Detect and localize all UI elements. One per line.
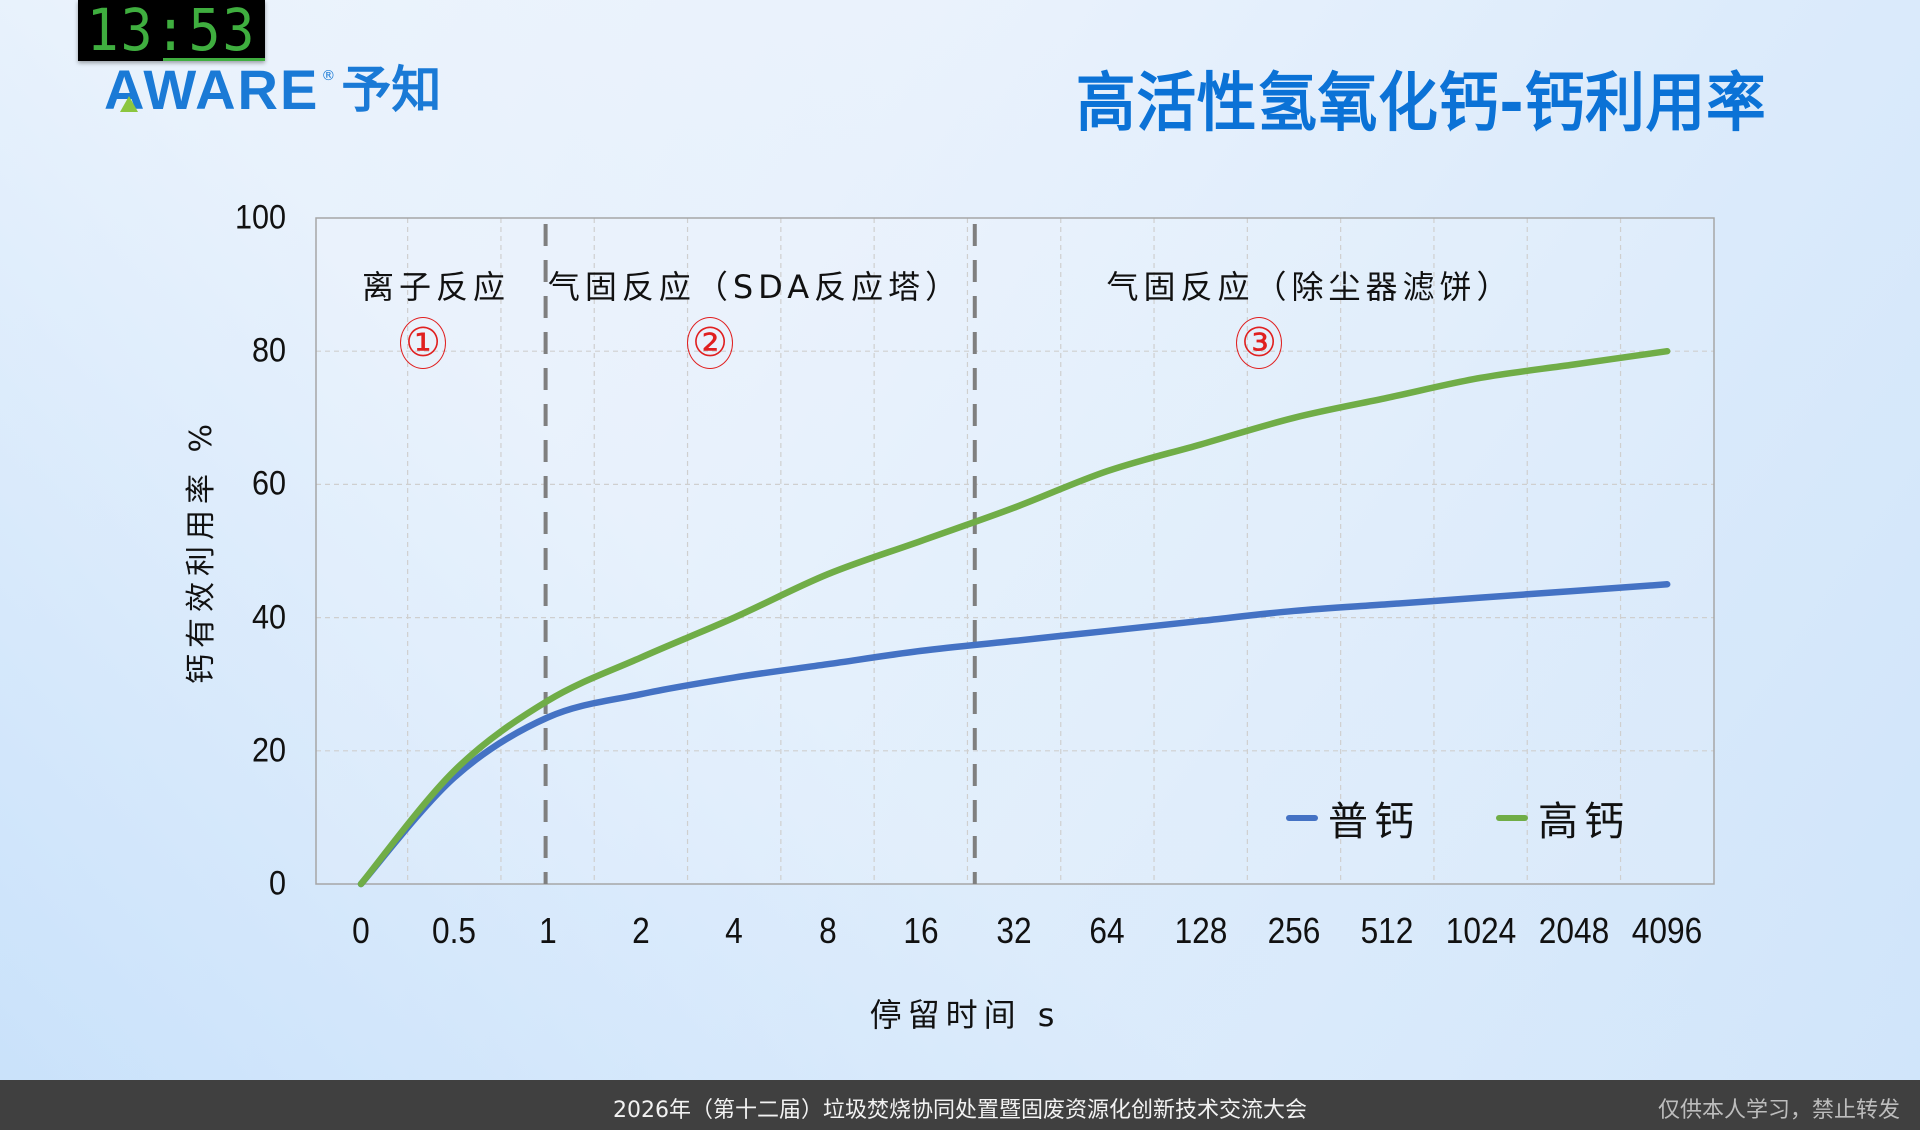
- logo-accent-icon: [120, 96, 138, 112]
- clock-underline: [163, 58, 265, 61]
- plot-border: [315, 217, 1715, 885]
- x-axis-title: 停留时间 s: [869, 996, 1061, 1034]
- y-axis-title: 钙有效利用率 %: [184, 417, 219, 685]
- region-marker-2: ②: [687, 317, 733, 369]
- y-tick-label: 0: [268, 864, 286, 903]
- y-tick-label: 20: [251, 731, 286, 770]
- legend-item-high-calcium: 高钙: [1496, 794, 1630, 845]
- x-tick-label: 32: [996, 910, 1032, 951]
- y-tick-label: 60: [251, 464, 286, 503]
- legend-item-ordinary-calcium: 普钙: [1286, 794, 1420, 845]
- clock-overlay: 13:53: [78, 0, 265, 64]
- y-tick-label: 100: [234, 198, 286, 237]
- region-label-filter-cake: 气固反应（除尘器滤饼）: [1106, 268, 1514, 306]
- x-tick-label: 4: [725, 910, 744, 951]
- footer-conference: 2026年（第十二届）垃圾焚烧协同处置暨固废资源化创新技术交流大会: [613, 1098, 1307, 1123]
- legend-swatch-blue: [1286, 815, 1318, 821]
- x-tick-label: 256: [1267, 910, 1321, 951]
- series-line-high-calcium: [357, 347, 1671, 888]
- y-tick-label: 80: [251, 331, 286, 370]
- x-tick-label: 512: [1360, 910, 1414, 951]
- region-label-ion-reaction: 离子反应: [361, 268, 511, 306]
- background: [0, 0, 1920, 1080]
- region-marker-1: ①: [400, 317, 446, 369]
- registered-mark: ®: [321, 68, 336, 84]
- logo-chinese: 予知: [341, 61, 442, 119]
- clock-time: 13:53: [86, 0, 257, 64]
- aware-logo: AWARE ® 予知: [104, 61, 442, 119]
- footer-bar: 2026年（第十二届）垃圾焚烧协同处置暨固废资源化创新技术交流大会 仅供本人学习…: [0, 1080, 1920, 1130]
- legend-label: 普钙: [1328, 799, 1420, 845]
- x-tick-label: 0.5: [432, 910, 477, 951]
- x-tick-label: 128: [1174, 910, 1228, 951]
- page-title: 高活性氢氧化钙-钙利用率: [1076, 67, 1767, 141]
- logo-brand: AWARE: [104, 62, 319, 118]
- series-line-ordinary-calcium: [357, 581, 1671, 888]
- x-tick-label: 4096: [1631, 910, 1703, 951]
- logo-brand-text: AWARE: [104, 58, 320, 121]
- footer-notice: 仅供本人学习，禁止转发: [1657, 1098, 1900, 1123]
- line-chart: [315, 217, 1715, 888]
- y-tick-label: 40: [251, 598, 286, 637]
- x-tick-label: 1: [538, 910, 557, 951]
- region-label-sda-tower: 气固反应（SDA反应塔）: [547, 268, 963, 306]
- x-tick-label: 16: [903, 910, 939, 951]
- region-marker-3: ③: [1236, 317, 1282, 369]
- legend-label: 高钙: [1538, 799, 1630, 845]
- x-tick-label: 0: [352, 910, 370, 951]
- plot-area: [316, 218, 1714, 884]
- legend-swatch-green: [1496, 815, 1528, 821]
- x-tick-label: 8: [818, 910, 837, 951]
- x-tick-label: 2048: [1538, 910, 1610, 951]
- x-tick-label: 2: [632, 910, 650, 951]
- x-tick-label: 64: [1089, 910, 1126, 951]
- x-tick-label: 1024: [1445, 910, 1516, 951]
